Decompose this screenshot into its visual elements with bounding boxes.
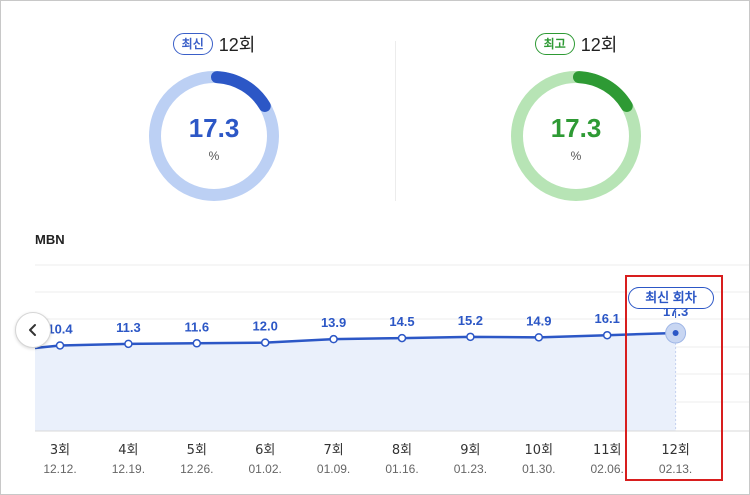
previous-button[interactable] bbox=[15, 312, 51, 348]
x-tick-episode: 3회 bbox=[50, 443, 70, 458]
channel-label: MBN bbox=[35, 232, 65, 247]
x-tick-date: 01.23. bbox=[454, 462, 487, 476]
peak-rating-summary: 최고 12회 17.3 % bbox=[426, 1, 726, 221]
data-label: 12.0 bbox=[253, 319, 278, 334]
x-tick-date: 12.26. bbox=[180, 462, 213, 476]
data-point bbox=[466, 332, 475, 342]
data-point bbox=[602, 330, 612, 340]
latest-episode-highlight-box bbox=[625, 275, 723, 481]
latest-header: 최신 12회 bbox=[64, 31, 364, 61]
data-label: 11.6 bbox=[185, 319, 210, 334]
x-tick-episode: 5회 bbox=[187, 443, 207, 458]
x-tick-date: 02.06. bbox=[591, 462, 624, 476]
latest-rating-value: 17.3 bbox=[188, 113, 240, 143]
data-point bbox=[534, 333, 544, 342]
peak-rating-ring: 17.3 % bbox=[509, 69, 643, 203]
x-tick-date: 12.19. bbox=[112, 462, 145, 476]
x-tick-episode: 4회 bbox=[118, 443, 138, 458]
chevron-left-icon bbox=[29, 324, 36, 336]
peak-episode: 12회 bbox=[580, 35, 618, 55]
latest-episode-tag: 최신 회차 bbox=[628, 287, 714, 309]
x-tick-episode: 9회 bbox=[460, 443, 480, 458]
data-label: 15.2 bbox=[458, 313, 483, 328]
latest-ring-graphic bbox=[149, 71, 279, 201]
data-label: 11.3 bbox=[116, 320, 141, 335]
peak-ring-progress bbox=[511, 71, 641, 201]
x-tick-episode: 6회 bbox=[255, 443, 275, 458]
summary-divider bbox=[395, 41, 396, 201]
peak-header: 최고 12회 bbox=[426, 31, 726, 61]
data-label: 13.9 bbox=[321, 315, 346, 330]
x-tick-episode: 8회 bbox=[392, 443, 412, 458]
x-tick-episode: 12회 bbox=[661, 443, 690, 458]
peak-badge: 최고 bbox=[534, 33, 575, 55]
latest-rating-unit: % bbox=[208, 149, 220, 163]
data-label: 16.1 bbox=[595, 311, 620, 326]
x-tick-date: 02.13. bbox=[659, 462, 692, 476]
x-tick-episode: 10회 bbox=[525, 443, 554, 458]
x-tick-episode: 11회 bbox=[593, 443, 622, 458]
peak-rating-value: 17.3 bbox=[550, 113, 602, 143]
data-label: 14.9 bbox=[526, 313, 551, 328]
rating-area-fill bbox=[35, 333, 676, 431]
x-tick-date: 01.09. bbox=[317, 462, 350, 476]
latest-ring-progress bbox=[149, 71, 279, 201]
x-tick-episode: 7회 bbox=[323, 443, 343, 458]
peak-ring-graphic bbox=[511, 71, 641, 201]
latest-rating-ring: 17.3 % bbox=[147, 69, 281, 203]
data-point bbox=[397, 333, 407, 343]
data-point bbox=[260, 338, 270, 347]
data-label: 14.5 bbox=[389, 314, 414, 329]
data-point bbox=[124, 339, 133, 349]
data-point bbox=[672, 330, 679, 337]
data-point bbox=[329, 334, 338, 344]
peak-rating-unit: % bbox=[570, 149, 582, 163]
data-point bbox=[192, 339, 202, 348]
x-tick-date: 12.12. bbox=[43, 462, 76, 476]
x-tick-date: 01.02. bbox=[249, 462, 282, 476]
x-tick-date: 01.30. bbox=[522, 462, 555, 476]
x-tick-date: 01.16. bbox=[385, 462, 418, 476]
data-point bbox=[55, 341, 65, 350]
latest-episode: 12회 bbox=[218, 35, 256, 55]
latest-badge: 최신 bbox=[172, 33, 213, 55]
latest-rating-summary: 최신 12회 17.3 % bbox=[64, 1, 364, 221]
data-label: 10.4 bbox=[47, 321, 73, 336]
